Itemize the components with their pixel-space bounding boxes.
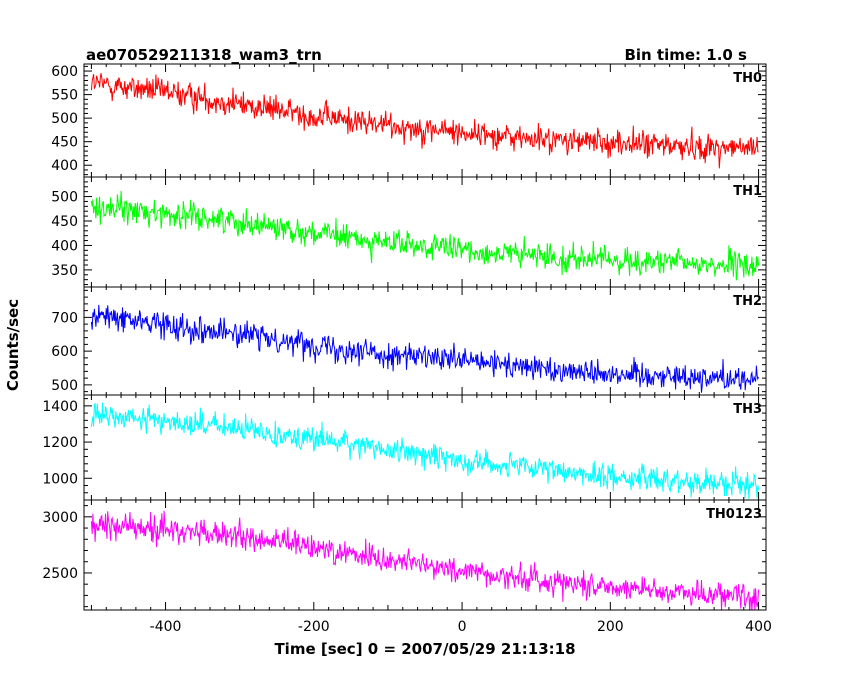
y-tick-label: 3000 — [42, 510, 78, 526]
x-axis: -400 -200 0 200 400 — [150, 619, 772, 635]
x-tick-label: -200 — [298, 619, 330, 635]
y-tick-label: 1000 — [42, 471, 78, 487]
y-tick-label: 450 — [51, 214, 78, 230]
y-tick-label: 1200 — [42, 435, 78, 451]
chart-title: ae070529211318_wam3_trn — [86, 46, 322, 64]
y-tick-label: 350 — [51, 263, 78, 279]
y-tick-label: 700 — [51, 310, 78, 326]
y-tick-label: 450 — [51, 135, 78, 151]
y-tick-label: 600 — [51, 64, 78, 80]
panel-label-th0123: TH0123 — [706, 507, 762, 522]
y-tick-label: 500 — [51, 190, 78, 206]
y-tick-label: 400 — [51, 158, 78, 174]
panels: 400 450 500 550 600 TH0 350 400 450 500 TH1 500 600 7… — [42, 63, 767, 611]
x-tick-label: 200 — [597, 619, 624, 635]
y-tick-label: 600 — [51, 344, 78, 360]
panel-frame — [83, 63, 767, 178]
x-tick-label: -400 — [150, 619, 182, 635]
series-th1 — [90, 190, 760, 281]
panel-frame — [83, 499, 767, 611]
panel-label-th3: TH3 — [733, 402, 762, 417]
y-tick-label: 550 — [51, 88, 78, 104]
panel-label-th2: TH2 — [733, 294, 762, 309]
series-th0123 — [90, 510, 760, 610]
series-th0 — [90, 73, 759, 169]
panel-label-th1: TH1 — [733, 184, 762, 199]
panel-th0123: 2500 3000 TH0123 — [42, 499, 767, 611]
panel-th3: 1000 1200 1400 TH3 — [42, 394, 767, 501]
panel-label-th0: TH0 — [733, 71, 762, 86]
y-tick-label: 400 — [51, 238, 78, 254]
series-th2 — [90, 304, 760, 393]
series-th3 — [90, 402, 760, 500]
y-tick-label: 500 — [51, 111, 78, 127]
y-tick-label: 2500 — [42, 566, 78, 582]
y-tick-label: 500 — [51, 378, 78, 394]
x-axis-label: Time [sec] 0 = 2007/05/29 21:13:18 — [274, 640, 575, 658]
panel-th0: 400 450 500 550 600 TH0 — [51, 63, 767, 178]
chart-subtitle: Bin time: 1.0 s — [624, 46, 747, 64]
x-tick-label: 400 — [745, 619, 772, 635]
x-tick-label: 0 — [458, 619, 467, 635]
panel-th1: 350 400 450 500 TH1 — [51, 176, 767, 288]
y-axis-label: Counts/sec — [4, 299, 22, 391]
panel-th2: 500 600 700 TH2 — [51, 286, 767, 396]
y-tick-label: 1400 — [42, 399, 78, 415]
